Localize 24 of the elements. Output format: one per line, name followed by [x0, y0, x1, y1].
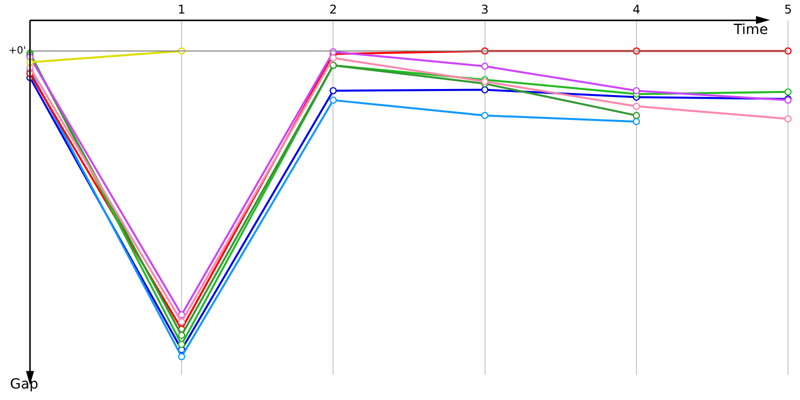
- point: [330, 96, 337, 104]
- y-axis-title: Gap: [10, 376, 38, 393]
- x-tick-label: 3: [480, 2, 489, 16]
- point: [178, 340, 186, 348]
- point: [178, 332, 186, 339]
- point: [784, 88, 792, 96]
- point: [481, 62, 488, 70]
- point: [632, 112, 640, 120]
- point: [632, 102, 640, 110]
- point: [178, 318, 186, 326]
- point: [481, 112, 488, 120]
- x-axis-title: Time: [732, 22, 768, 38]
- x-tick-label: 1: [178, 2, 186, 16]
- ref-line-label: +0': [8, 46, 26, 57]
- point: [632, 118, 640, 126]
- x-tick-label: 5: [784, 2, 792, 16]
- point: [330, 87, 337, 94]
- x-tick-label: 2: [329, 2, 338, 16]
- point: [178, 353, 186, 360]
- point: [784, 115, 792, 122]
- point: [330, 54, 337, 62]
- point: [481, 86, 488, 94]
- x-tick-label: 4: [632, 2, 640, 16]
- point: [632, 87, 640, 94]
